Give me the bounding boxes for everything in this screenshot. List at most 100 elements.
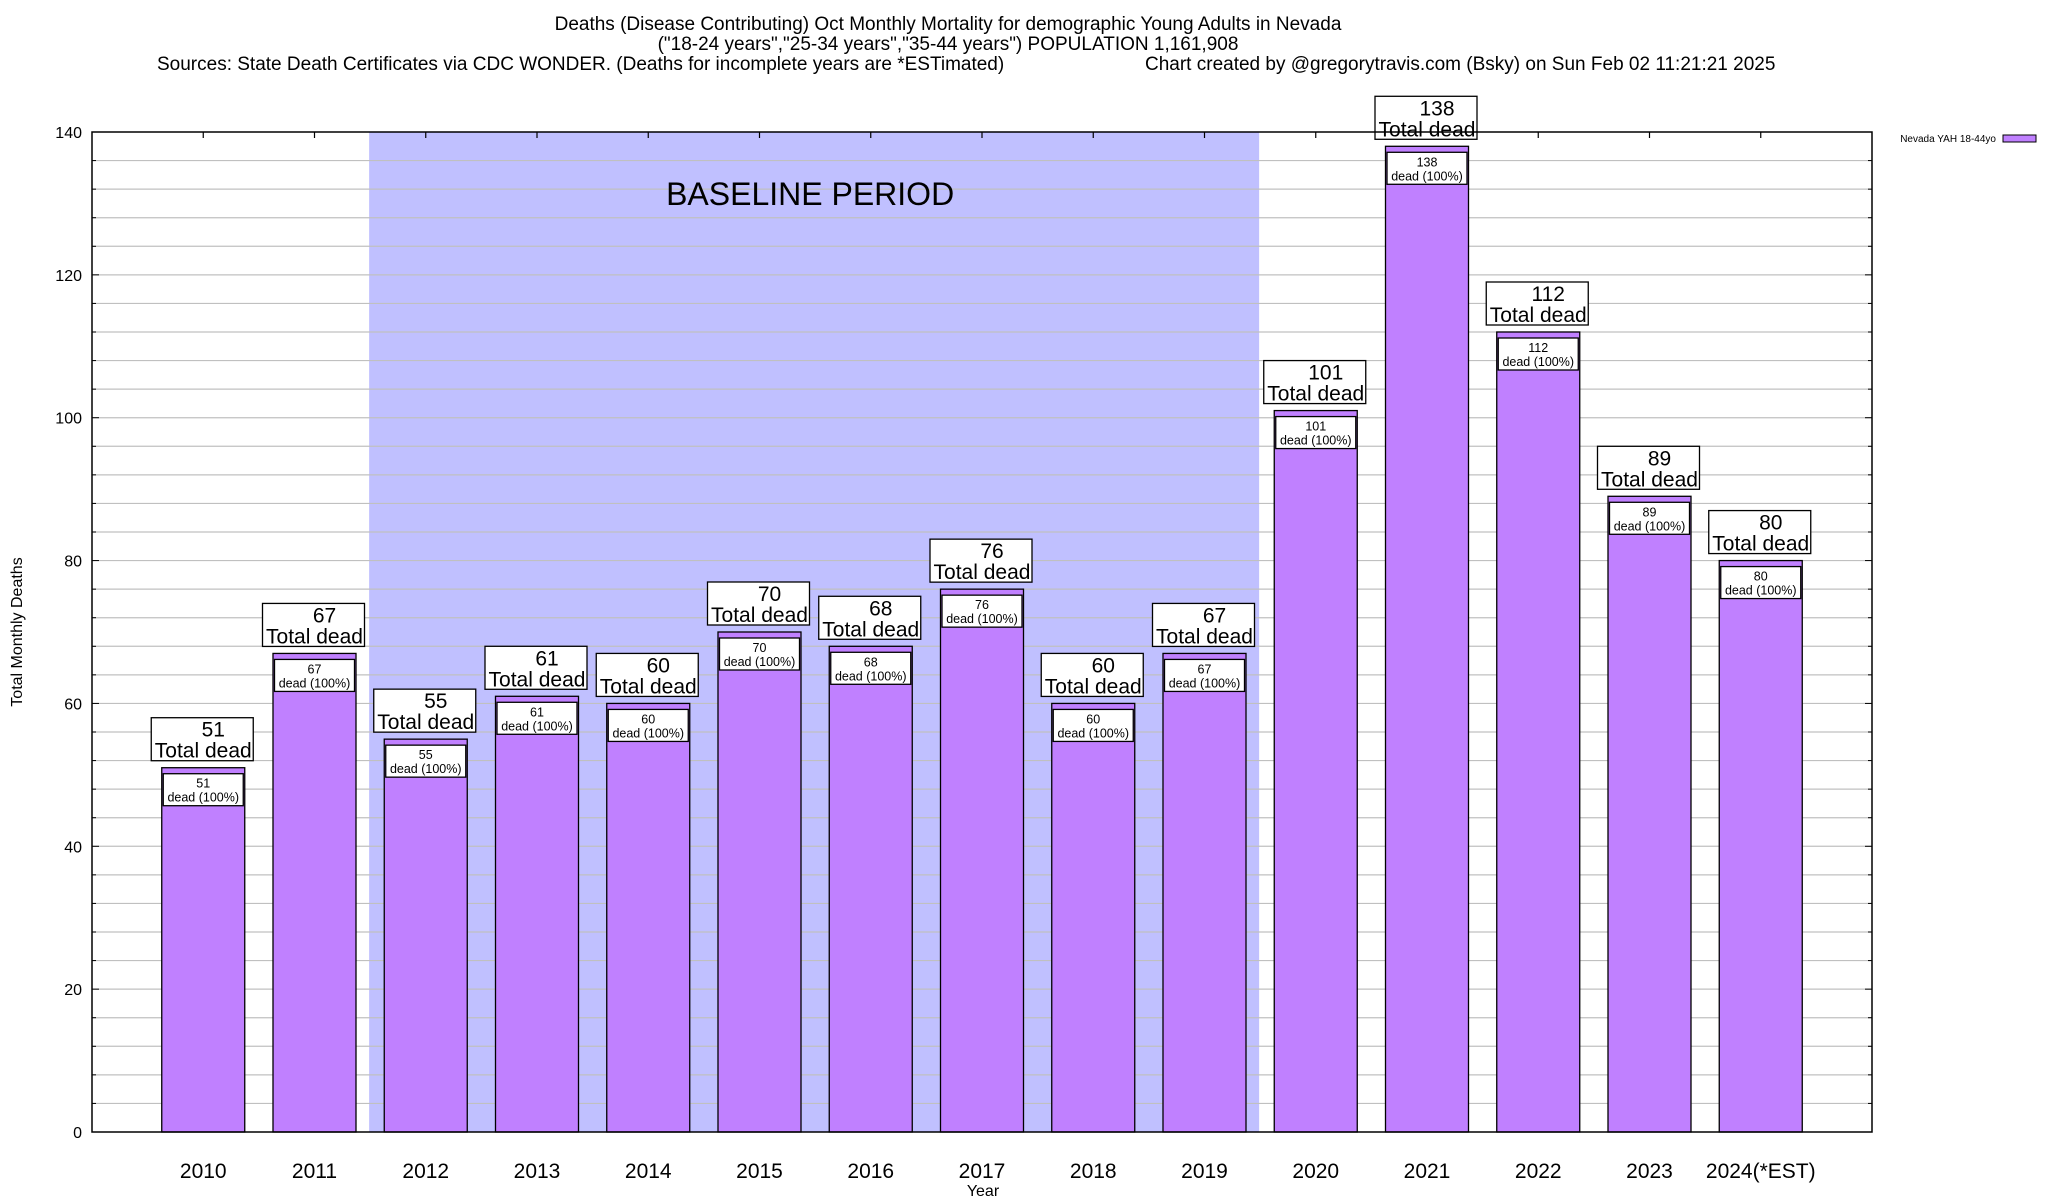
total-label-box: [261, 602, 366, 648]
x-tick-label: 2010: [180, 1160, 227, 1183]
x-tick-label: 2017: [959, 1160, 1006, 1183]
inner-label-value: 51: [196, 777, 210, 791]
inner-label-value: 67: [308, 662, 322, 676]
total-label-value: 60: [1092, 654, 1115, 677]
total-label-value: 112: [1532, 283, 1565, 306]
total-label-box: [1485, 281, 1589, 326]
x-tick-label: 2020: [1292, 1160, 1339, 1183]
bar-2019[interactable]: [1162, 652, 1247, 1133]
total-label-value: 138: [1419, 97, 1454, 120]
bar-2023[interactable]: [1607, 495, 1692, 1133]
total-label-value: 101: [1308, 362, 1343, 385]
bar-2016[interactable]: [828, 645, 913, 1133]
inner-label-value: 55: [419, 748, 433, 762]
bar-2013[interactable]: [494, 695, 580, 1133]
inner-label-text: dead (100%): [390, 762, 462, 776]
total-label-text: Total dead: [1045, 675, 1142, 698]
chart-title-line-2: ("18-24 years","25-34 years","35-44 year…: [657, 34, 1239, 55]
y-tick-label: 80: [64, 554, 82, 571]
total-label-box: [929, 538, 1033, 583]
inner-label-text: dead (100%): [1057, 726, 1129, 740]
chart-title-line-1: Deaths (Disease Contributing) Oct Monthl…: [554, 14, 1342, 35]
total-label-box: [373, 688, 477, 733]
inner-label-box: [1052, 708, 1134, 743]
x-tick-label: 2024(*EST): [1706, 1160, 1816, 1183]
total-label-box: [1596, 445, 1701, 490]
total-label-text: Total dead: [377, 711, 474, 734]
total-label-value: 76: [980, 540, 1003, 563]
inner-label-box: [1608, 501, 1691, 535]
total-label-box: [595, 652, 699, 698]
inner-label-text: dead (100%): [946, 612, 1018, 626]
inner-label-box: [385, 744, 467, 778]
total-label-box: [484, 645, 588, 690]
inner-label-text: dead (100%): [167, 791, 239, 805]
total-label-box: [818, 595, 922, 640]
inner-label-box: [1720, 565, 1802, 600]
total-label-value: 51: [202, 719, 225, 742]
x-tick-label: 2016: [847, 1160, 894, 1183]
inner-label-text: dead (100%): [279, 676, 351, 690]
total-label-text: Total dead: [822, 618, 919, 641]
total-label-box: [150, 717, 254, 762]
inner-label-box: [496, 701, 578, 735]
bar-2022[interactable]: [1496, 331, 1581, 1133]
inner-label-box: [273, 658, 356, 693]
inner-label-value: 61: [530, 705, 544, 719]
total-label-text: Total dead: [1490, 304, 1587, 327]
inner-label-box: [1386, 151, 1468, 185]
total-label-box: [1263, 359, 1367, 405]
inner-label-text: dead (100%): [835, 669, 907, 683]
bar-2018[interactable]: [1051, 702, 1136, 1133]
y-tick-label: 40: [64, 839, 82, 856]
x-tick-label: 2011: [292, 1160, 337, 1183]
x-tick-label: 2021: [1404, 1160, 1451, 1183]
legend-label: Nevada YAH 18-44yo: [1900, 134, 1996, 145]
total-label-text: Total dead: [1712, 533, 1809, 556]
bar-2015[interactable]: [717, 631, 802, 1133]
bar-2010[interactable]: [161, 767, 246, 1133]
inner-label-box: [1497, 337, 1579, 371]
inner-label-value: 112: [1528, 341, 1548, 355]
inner-label-value: 67: [1198, 662, 1212, 676]
y-tick-label: 120: [55, 268, 82, 285]
inner-label-text: dead (100%): [1502, 355, 1574, 369]
inner-label-text: dead (100%): [612, 726, 684, 740]
y-tick-label: 100: [55, 411, 82, 428]
bar-2017[interactable]: [939, 588, 1025, 1133]
inner-label-value: 138: [1417, 155, 1438, 169]
total-label-value: 60: [647, 654, 670, 677]
inner-label-box: [162, 773, 244, 807]
x-axis-label: Year: [967, 1183, 1000, 1200]
total-label-text: Total dead: [934, 561, 1031, 584]
bar-2012[interactable]: [383, 738, 468, 1133]
total-label-text: Total dead: [266, 625, 363, 648]
total-label-value: 70: [758, 583, 781, 606]
total-label-value: 68: [869, 597, 892, 620]
total-label-value: 89: [1648, 447, 1671, 470]
total-label-text: Total dead: [1267, 383, 1364, 406]
bar-2021[interactable]: [1384, 145, 1470, 1133]
inner-label-box: [941, 594, 1023, 628]
bar-2020[interactable]: [1273, 409, 1358, 1133]
y-axis-label: Total Monthly Deaths: [9, 557, 26, 706]
x-tick-label: 2012: [402, 1160, 449, 1183]
total-label-text: Total dead: [489, 668, 586, 691]
total-label-value: 61: [535, 647, 558, 670]
inner-label-value: 80: [1754, 570, 1768, 584]
inner-label-box: [607, 708, 689, 743]
bar-2011[interactable]: [272, 652, 357, 1133]
total-label-box: [1708, 509, 1812, 555]
total-label-text: Total dead: [155, 740, 252, 763]
x-tick-label: 2022: [1515, 1160, 1562, 1183]
total-label-text: Total dead: [711, 604, 808, 627]
bar-2024(*EST)[interactable]: [1718, 559, 1803, 1133]
inner-label-value: 70: [753, 641, 767, 655]
inner-label-value: 68: [864, 655, 878, 669]
y-tick-label: 20: [64, 982, 82, 999]
bar-2014[interactable]: [606, 702, 691, 1133]
inner-label-box: [1163, 658, 1246, 693]
inner-label-box: [1275, 415, 1357, 450]
legend-swatch: [2002, 134, 2037, 143]
